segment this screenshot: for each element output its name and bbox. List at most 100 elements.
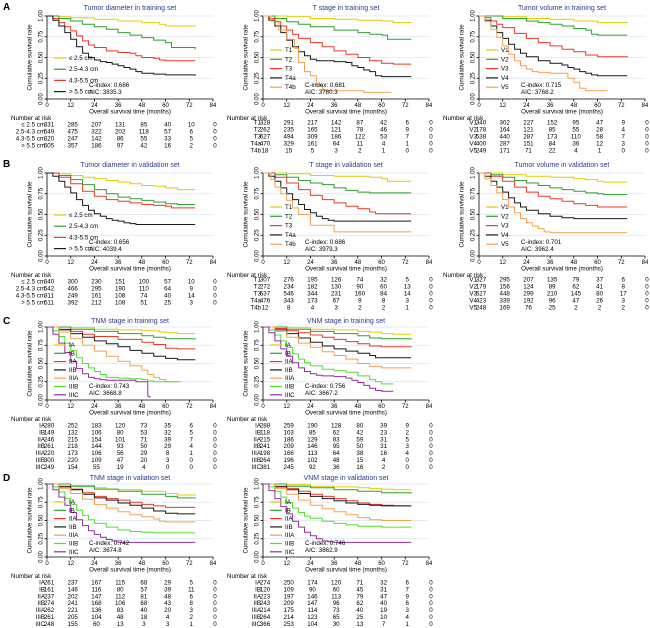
x-tick-label: 60	[594, 260, 601, 266]
aic-annotation: AIC: 3667.2	[305, 390, 338, 397]
risk-value: 214	[260, 607, 271, 614]
legend-label: IIIB	[69, 541, 78, 548]
risk-value: 3	[190, 607, 194, 614]
gridlines	[263, 15, 429, 79]
risk-value: 40	[380, 600, 387, 607]
legend-label: IB	[69, 350, 75, 357]
x-axis-label: Overall survival time (months)	[89, 410, 171, 417]
risk-row-label: IIIC	[251, 621, 261, 628]
risk-value: 0	[213, 593, 217, 600]
risk-value: 0	[429, 298, 433, 305]
risk-value: 0	[645, 277, 649, 284]
risk-value: 249	[44, 464, 55, 471]
x-tick-label: 12	[67, 260, 74, 266]
plot-title: Tumor volume in validation set	[515, 162, 610, 169]
risk-value: 106	[91, 429, 102, 436]
x-tick-label: 60	[378, 561, 385, 567]
y-tick-label: 0.25	[471, 72, 477, 84]
risk-value: 340	[44, 279, 55, 286]
survival-curve-2.5-4.3 cm	[47, 15, 196, 50]
y-tick-label: 0.75	[255, 496, 261, 508]
x-tick-label: 60	[162, 561, 169, 567]
legend-label: IB	[69, 507, 75, 514]
risk-value: 0	[645, 148, 649, 155]
risk-value: 250	[284, 580, 295, 587]
risk-value: 12	[262, 305, 269, 312]
risk-value: 6	[406, 580, 410, 587]
survival-curves	[263, 483, 412, 543]
risk-value: 366	[260, 621, 271, 628]
risk-value: 637	[260, 291, 271, 298]
y-tick-label: 1.00	[255, 321, 261, 333]
y-tick-label: 0.00	[39, 93, 45, 105]
legend-label: V2	[501, 56, 509, 63]
legend-label: ≤ 2.5 cm	[69, 212, 93, 219]
risk-value: 31	[380, 436, 387, 443]
y-axis-label: Cumulative survival rate	[27, 330, 34, 397]
risk-value: 42	[140, 143, 147, 150]
risk-value: 164	[500, 127, 511, 134]
y-tick-label: 0.00	[39, 551, 45, 563]
aic-annotation: AIC: 4039.4	[89, 246, 122, 253]
legend-label: V5	[501, 84, 509, 91]
risk-value: 113	[307, 450, 317, 457]
x-tick-label: 72	[402, 103, 409, 109]
risk-value: 16	[380, 450, 387, 457]
risk-value: 0	[622, 148, 626, 155]
risk-value: 73	[140, 423, 147, 430]
survival-curves	[263, 172, 412, 233]
risk-value: 309	[307, 134, 318, 141]
panel-letter-C: C	[3, 316, 11, 327]
y-axis-label: Cumulative survival rate	[459, 24, 466, 91]
risk-value: 264	[260, 457, 271, 464]
risk-value: 135	[547, 277, 558, 284]
y-tick-label: 0.50	[39, 514, 45, 526]
x-tick-label: 84	[426, 103, 433, 109]
risk-value: 9	[406, 127, 410, 134]
km-subplot-B-0: 0 12 24 36 48 60 72 84 1.00 0.75 0.50 0.25 0.00 Cumul…	[11, 162, 217, 307]
risk-value: 546	[284, 291, 295, 298]
x-tick-label: 36	[331, 260, 338, 266]
plot-title: Tumor volume in training set	[518, 5, 606, 12]
risk-value: 71	[356, 580, 363, 587]
plot-title: T stage in validation set	[309, 162, 382, 169]
risk-value: 154	[91, 436, 102, 443]
risk-value: 1	[406, 621, 410, 628]
risk-table-header: Number at risk	[227, 573, 268, 580]
risk-value: 71	[140, 436, 147, 443]
risk-value: 234	[284, 284, 295, 291]
survival-curve-T4b	[263, 15, 392, 93]
risk-value: 132	[68, 429, 79, 436]
risk-row-label: > 5.5 cm	[21, 143, 45, 150]
risk-row-label: IB	[39, 429, 45, 436]
survival-curve-IIIB	[47, 326, 178, 383]
risk-value: 214	[284, 614, 295, 621]
survival-curve-IIIB	[263, 483, 412, 528]
risk-value: 2	[406, 429, 410, 436]
risk-value: 53	[380, 134, 387, 141]
risk-value: 62	[356, 600, 363, 607]
risk-value: 48	[117, 614, 124, 621]
x-tick-label: 60	[378, 260, 385, 266]
risk-value: 85	[140, 122, 147, 129]
risk-value: 202	[68, 593, 79, 600]
risk-value: 80	[117, 429, 124, 436]
risk-value: 36	[333, 464, 340, 471]
legend-label: IA	[69, 499, 76, 506]
risk-value: 142	[91, 136, 102, 143]
risk-value: 14	[404, 291, 411, 298]
risk-value: 42	[380, 120, 387, 127]
risk-value: 0	[213, 300, 217, 307]
risk-value: 198	[260, 450, 271, 457]
legend-label: IIA	[69, 516, 77, 523]
survival-curves	[479, 15, 628, 92]
risk-value: 4	[382, 141, 386, 148]
risk-value: 136	[91, 607, 102, 614]
risk-value: 3	[142, 621, 146, 628]
x-tick-label: 72	[186, 103, 193, 109]
risk-value: 151	[115, 279, 126, 286]
